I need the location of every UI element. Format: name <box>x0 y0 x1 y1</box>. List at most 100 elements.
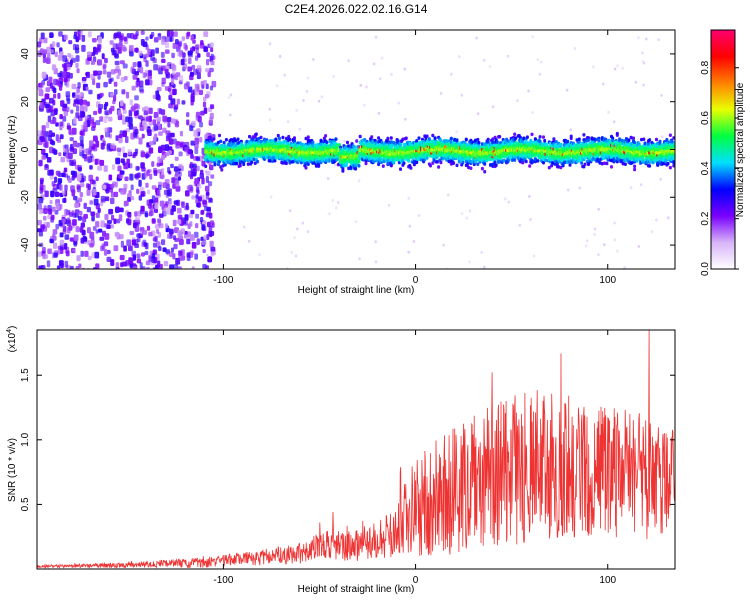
spectrogram-cell <box>536 58 540 62</box>
spectrogram-cell <box>84 155 88 162</box>
spectrogram-cell <box>76 185 81 193</box>
spectrogram-cell <box>144 242 149 250</box>
spectrogram-cell <box>163 260 169 267</box>
spectrogram-cell <box>159 200 165 207</box>
spectrogram-cell <box>161 168 165 176</box>
spectrogram-cell <box>137 61 142 68</box>
spectrogram-cell <box>444 145 447 149</box>
spectrogram-cell <box>161 58 166 64</box>
spectrogram-cell <box>417 214 421 217</box>
spectrogram-cell <box>203 107 208 114</box>
spectrogram-cell <box>445 139 449 143</box>
spectrogram-cell <box>274 137 278 141</box>
spectrogram-cell <box>175 39 179 45</box>
spectrogram-cell <box>59 121 64 127</box>
spectrogram-cell <box>71 127 77 135</box>
spectrogram-cell <box>390 73 393 76</box>
spectrogram-cell <box>89 179 95 185</box>
spectrogram-cell <box>97 70 102 76</box>
spectrogram-cell <box>139 125 145 131</box>
spectrogram-cell <box>58 31 63 37</box>
spectrogram-cell <box>403 67 406 71</box>
spectrogram-cell <box>108 174 113 181</box>
spectrogram-cell <box>177 207 182 214</box>
spectrogram-cell <box>140 205 145 212</box>
spectrogram-cell <box>51 132 56 137</box>
spectrogram-cell <box>205 185 210 192</box>
spectrogram-cell <box>111 214 115 221</box>
spectrogram-cell <box>62 229 67 235</box>
spectrogram-cell <box>184 44 188 50</box>
spectrogram-cell <box>130 184 134 191</box>
spectrogram-cell <box>153 37 159 43</box>
spectrogram-cell <box>185 202 189 210</box>
spectrogram-cell <box>532 254 536 258</box>
spectrogram-cell <box>101 243 106 250</box>
spectrogram-cell <box>59 134 64 140</box>
spectrogram-cell <box>146 225 151 231</box>
spectrogram-cell <box>46 260 51 268</box>
spectrogram-cell <box>199 121 203 128</box>
spectrogram-cell <box>86 188 91 196</box>
spectrogram-cell <box>110 224 114 229</box>
spectrogram-cell <box>48 105 54 113</box>
spectrogram-cell <box>142 41 148 48</box>
spectrogram-cell <box>120 189 125 195</box>
spectrogram-cell <box>452 161 456 165</box>
spectrogram-cell <box>141 133 145 139</box>
spectrogram-cell <box>85 72 89 77</box>
spectrogram-cell <box>347 59 350 63</box>
spectrogram-cell <box>108 78 112 84</box>
spectrogram-cell <box>458 55 461 59</box>
spectrogram-cell <box>73 116 77 124</box>
spectrogram-cell <box>278 140 281 144</box>
spectrogram-cell <box>190 101 194 106</box>
spectrogram-cell <box>241 143 245 148</box>
spectrogram-cell <box>171 177 176 184</box>
spectrogram-cell <box>639 183 643 187</box>
spectrogram-cell <box>268 107 271 111</box>
spectrogram-cell <box>129 50 134 57</box>
spectrogram-cell <box>642 83 645 87</box>
spectrogram-cell <box>151 219 156 225</box>
spectrogram-cell <box>123 152 128 158</box>
spectrogram-cell <box>102 140 106 147</box>
spectrogram-cell <box>334 163 337 167</box>
spectrogram-cell <box>165 249 170 254</box>
spectrogram-cell <box>386 136 390 141</box>
spectrogram-cell <box>87 255 92 261</box>
spectrogram-cell <box>483 265 486 269</box>
spectrogram-cell <box>83 121 88 128</box>
spectrogram-cell <box>165 42 170 49</box>
spectrogram-cell <box>127 219 132 226</box>
spectrogram-cell <box>293 136 296 140</box>
spectrogram-cell <box>121 45 126 52</box>
spectrogram-cell <box>89 117 95 123</box>
spectrogram-cell <box>209 164 214 171</box>
spectrogram-cell <box>65 250 70 257</box>
spectrogram-cell <box>93 135 98 142</box>
spectrogram-cell <box>377 162 381 167</box>
spectrogram-cell <box>66 219 72 227</box>
spectrogram-cell <box>84 250 89 257</box>
spectrogram-cell <box>278 136 281 141</box>
spectrogram-cell <box>66 106 70 112</box>
spectrogram-cell <box>407 250 410 254</box>
spectrogram-cell <box>122 130 127 138</box>
spectrogram-cell <box>166 150 172 155</box>
spectrogram-cell <box>148 147 154 154</box>
figure-title: C2E4.2026.022.02.16.G14 <box>285 2 428 16</box>
spectrogram-cell <box>80 140 84 148</box>
spectrogram-cell <box>235 161 239 166</box>
spectrogram-cell <box>44 93 50 100</box>
spectrogram-cell <box>399 167 402 171</box>
spectrogram-cell <box>83 213 88 219</box>
spectrogram-cell <box>210 220 214 227</box>
spectrogram-cell <box>175 185 181 192</box>
spectrogram-cell <box>190 95 195 103</box>
spectrogram-cell <box>49 146 54 154</box>
spectrogram-cell <box>109 268 112 269</box>
spectrogram-cell <box>186 112 190 118</box>
spectrogram-cell <box>246 162 250 166</box>
spectrogram-cell <box>380 56 384 60</box>
